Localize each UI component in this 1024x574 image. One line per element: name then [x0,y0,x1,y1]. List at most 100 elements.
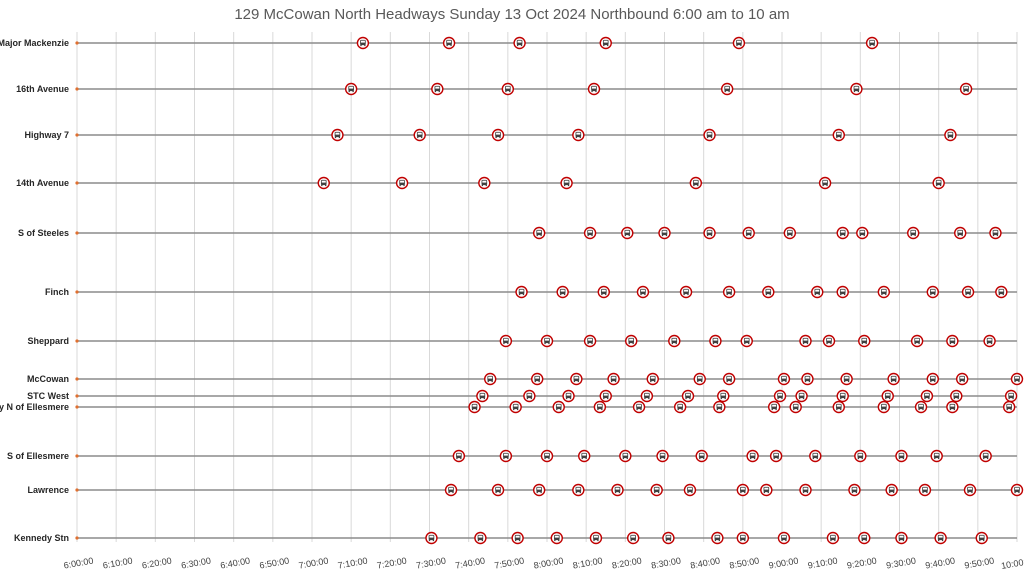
x-tick-label: 7:40:00 [454,556,485,571]
bus-icon [944,128,957,142]
bus-icon [907,226,920,240]
bus-icon [425,531,438,545]
bus-icon [858,334,871,348]
bus-icon [767,400,781,414]
x-tick-label: 7:50:00 [494,556,525,571]
stop-dot [75,454,79,458]
bus-icon [703,226,716,240]
bus-icon [523,389,536,403]
bus-icon [769,449,783,463]
bus-icon [722,285,736,299]
x-tick-label: 8:30:00 [650,556,681,571]
bus-icon [832,128,845,142]
x-tick-label: 7:10:00 [337,556,368,571]
bus-icon [583,226,597,240]
bus-icon [799,334,812,348]
bus-icon [783,226,797,240]
bus-icon [762,285,775,299]
x-tick-label: 6:50:00 [259,556,290,571]
bus-icon [877,400,891,414]
bus-icon [777,531,791,545]
bus-icon [963,483,977,497]
bus-icon [930,449,943,463]
stop-label: Finch [45,287,69,297]
x-tick-label: 8:00:00 [533,556,564,571]
bus-icon [668,334,681,348]
bus-icon [511,531,524,545]
bus-icon [689,176,703,190]
bus-icon [840,372,853,386]
bus-icon [801,372,814,386]
bus-icon [946,334,959,348]
bus-icon [562,389,575,403]
bus-icon [732,36,746,50]
bus-icon [742,226,755,240]
bus-icon [709,334,722,348]
x-tick-label: 6:40:00 [219,556,250,571]
bus-icon [395,176,409,190]
bus-icon [656,449,669,463]
bus-icon [979,449,992,463]
bus-icon [895,449,908,463]
x-tick-label: 6:00:00 [63,556,94,571]
bus-icon [740,334,753,348]
vertical-gridlines [76,32,1018,542]
bus-icon [625,334,638,348]
x-tick-label: 9:00:00 [768,556,799,571]
bus-icon [552,400,565,414]
bus-icon [681,389,695,403]
bus-icon [431,82,444,96]
bus-icon [887,372,900,386]
bus-icon [484,372,497,386]
bus-icon [317,176,330,190]
bus-icon [501,82,515,96]
x-tick-label: 8:20:00 [611,556,642,571]
bus-icon [914,400,928,414]
bus-icon [599,36,612,50]
bus-icon [736,483,750,497]
x-tick-label: 9:10:00 [807,556,838,571]
bus-icon [950,389,963,403]
bus-icon [474,531,487,545]
bus-icon [444,483,458,497]
bus-icon [746,449,759,463]
bus-icon [607,372,620,386]
bus-icon [799,483,812,497]
bus-icon [881,389,894,403]
bus-icon [621,226,634,240]
bus-icon [572,483,585,497]
bus-icon [578,449,591,463]
stop-label: STC West [27,391,69,401]
bus-icon [934,531,947,545]
bus-icon [850,82,863,96]
stop-dot [75,181,79,185]
bus-icon [858,531,871,545]
bus-icon [611,483,624,497]
stop-row: Brimley N of Ellesmere [0,400,1017,414]
stop-row: Sheppard [27,334,1017,348]
stop-row: S of Ellesmere [7,449,1017,463]
bus-icon [720,82,734,96]
stop-label: S of Steeles [18,228,69,238]
bus-icon [836,285,849,299]
bus-icon [693,372,706,386]
bus-icon [646,372,659,386]
stop-row: Finch [45,285,1017,299]
bus-icon [918,483,932,497]
bus-icon [983,334,996,348]
bus-icon [572,128,585,142]
x-tick-label: 8:40:00 [689,556,720,571]
x-tick-label: 10:00:00 [1000,555,1024,571]
bus-icon [640,389,654,403]
bus-icon [478,176,491,190]
stop-row: STC West [27,389,1018,403]
stop-row: Highway 7 [24,128,1017,142]
bus-icon [413,128,426,142]
bus-icon [895,531,908,545]
x-tick-label: 8:10:00 [572,556,603,571]
stop-label: S of Ellesmere [7,451,69,461]
stop-label: Lawrence [27,485,69,495]
bus-icon [636,285,650,299]
x-tick-label: 6:10:00 [102,556,133,571]
x-tick-label: 6:20:00 [141,556,172,571]
